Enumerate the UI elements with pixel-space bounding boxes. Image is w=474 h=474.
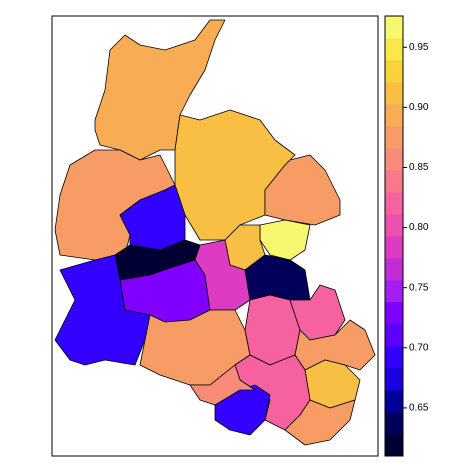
colorbar-tick-label: 0.75 [409, 282, 429, 293]
region [54, 254, 151, 366]
colorbar-band [385, 434, 403, 457]
colorbar-band [385, 38, 403, 61]
colorbar-band [385, 214, 403, 237]
colorbar-tick-label: 0.65 [409, 403, 429, 414]
region [294, 319, 376, 371]
region [119, 184, 186, 251]
colorbar-tick-label: 0.80 [409, 222, 429, 233]
colorbar-band [385, 170, 403, 193]
map-frame [51, 15, 379, 457]
colorbar-band [385, 280, 403, 303]
colorbar-band [385, 368, 403, 391]
colorbar-frame [384, 15, 404, 457]
colorbar-band [385, 192, 403, 215]
colorbar-tick-label: 0.85 [409, 162, 429, 173]
region [189, 364, 256, 406]
colorbar-band [385, 412, 403, 435]
colorbar-tick-label: 0.70 [409, 342, 429, 353]
colorbar-band [385, 148, 403, 171]
colorbar-tick-label: 0.95 [409, 42, 429, 53]
colorbar-band [385, 324, 403, 347]
colorbar-band [385, 126, 403, 149]
colorbar-band [385, 236, 403, 259]
colorbar: 0.65 0.70 0.75 0.80 0.85 0.90 0.95 [384, 15, 429, 457]
region [259, 219, 311, 261]
colorbar-band [385, 258, 403, 281]
colorbar-band [385, 104, 403, 127]
colorbar-band [385, 302, 403, 325]
colorbar-tick-label: 0.90 [409, 102, 429, 113]
regions [54, 19, 376, 446]
region [284, 399, 356, 446]
colorbar-band [385, 390, 403, 413]
region [264, 154, 341, 226]
colorbar-band [385, 60, 403, 83]
colorbar-band [385, 82, 403, 105]
colorbar-band [385, 346, 403, 369]
colorbar-band [385, 16, 403, 39]
